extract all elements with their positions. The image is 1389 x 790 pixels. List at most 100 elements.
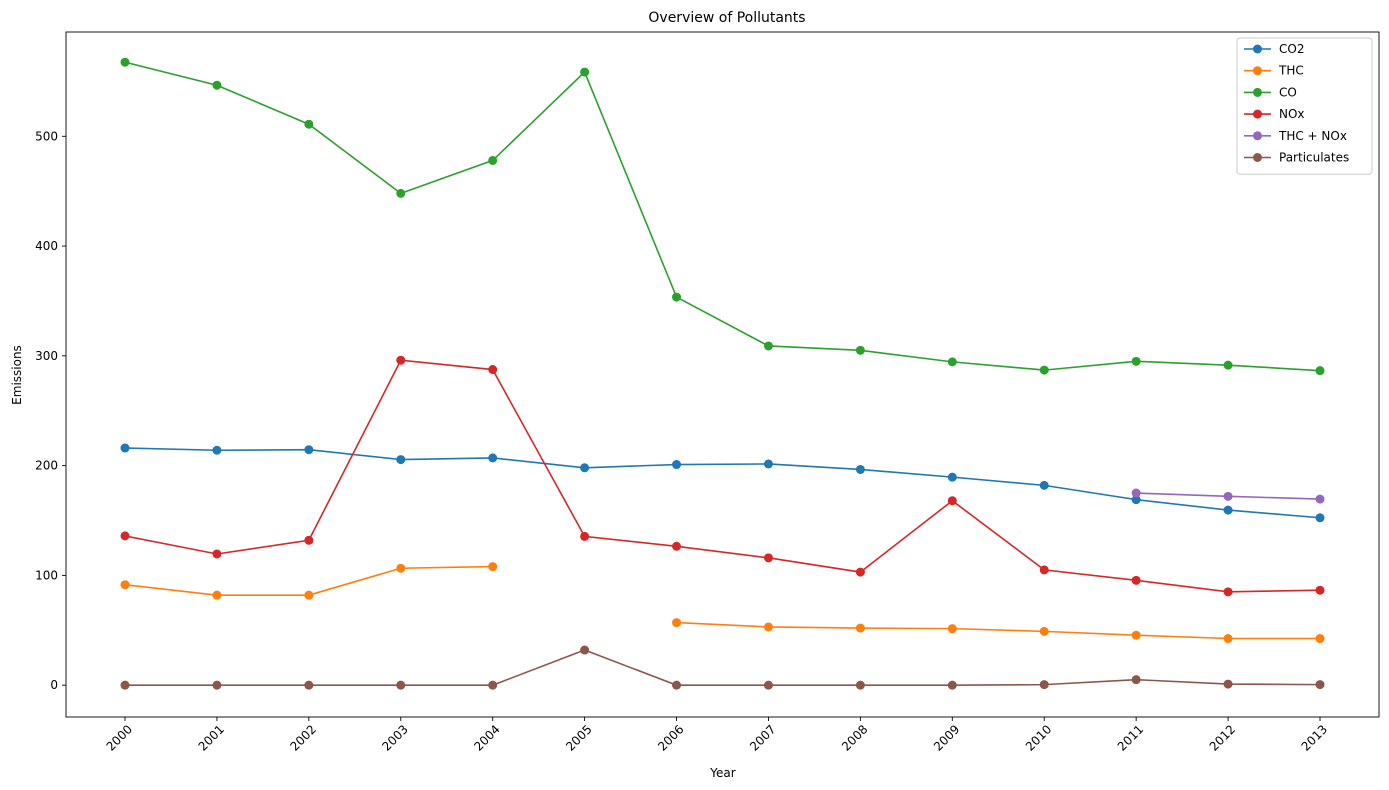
data-point — [672, 292, 682, 302]
series-line — [124, 447, 1321, 519]
data-point — [1039, 565, 1049, 575]
data-point — [763, 553, 773, 563]
data-point — [396, 455, 406, 465]
x-tick-label: 2004 — [471, 722, 502, 753]
data-point — [763, 622, 773, 632]
data-point — [1039, 626, 1049, 636]
x-tick-label: 2009 — [931, 722, 962, 753]
data-point — [304, 535, 314, 545]
data-point — [763, 680, 773, 690]
data-point — [304, 590, 314, 600]
data-point — [212, 680, 222, 690]
data-point — [396, 188, 406, 198]
data-point — [763, 341, 773, 351]
data-point — [120, 580, 130, 590]
data-point — [396, 680, 406, 690]
data-point — [672, 680, 682, 690]
data-point — [488, 562, 498, 572]
legend-swatch-marker — [1253, 87, 1262, 97]
data-point — [1315, 494, 1325, 504]
data-point — [396, 563, 406, 573]
data-point — [947, 357, 957, 367]
x-tick-label: 2001 — [196, 722, 227, 753]
x-tick-label: 2003 — [379, 722, 410, 753]
data-point — [1223, 360, 1233, 370]
y-tick-label: 100 — [35, 568, 58, 582]
legend-box — [1236, 37, 1373, 175]
data-point — [672, 460, 682, 470]
data-point — [1131, 630, 1141, 640]
legend-swatch-marker — [1253, 153, 1262, 162]
x-axis-label: Year — [709, 766, 735, 780]
series-nox — [120, 355, 1325, 597]
data-point — [947, 496, 957, 506]
data-point — [212, 80, 222, 90]
x-axis: 2000 2001 2002 2003 2004 2005 2006 2007 2008 2009… — [104, 717, 1330, 754]
series-thc — [120, 562, 1325, 644]
series-line — [124, 61, 1321, 372]
data-point — [855, 464, 865, 474]
data-point — [1315, 366, 1325, 376]
data-point — [1315, 680, 1325, 690]
plot-frame — [65, 31, 1380, 718]
data-point — [488, 680, 498, 690]
series-line — [125, 649, 1321, 686]
x-tick-label: 2006 — [655, 722, 686, 753]
data-point — [304, 680, 314, 690]
x-tick-label: 2010 — [1023, 722, 1054, 753]
y-tick-label: 500 — [35, 129, 58, 143]
x-tick-label: 2011 — [1115, 722, 1146, 753]
legend-label: Particulates — [1279, 151, 1349, 165]
chart-title: Overview of Pollutants — [648, 10, 805, 26]
data-point — [1315, 585, 1325, 595]
x-tick-label: 2012 — [1207, 722, 1238, 753]
data-point — [1223, 679, 1233, 689]
data-point — [947, 680, 957, 690]
x-tick-label: 2000 — [104, 722, 135, 753]
series-co — [120, 57, 1325, 376]
legend-swatch-marker — [1253, 44, 1262, 54]
data-point — [1039, 365, 1049, 375]
data-point — [1315, 513, 1325, 523]
data-point — [396, 355, 406, 365]
data-point — [1039, 680, 1049, 690]
series-particulates — [120, 645, 1325, 690]
x-tick-label: 2005 — [563, 722, 594, 753]
series-layer — [120, 57, 1325, 690]
legend-label: NOx — [1279, 107, 1305, 121]
series-co2 — [120, 443, 1325, 523]
y-tick-label: 0 — [50, 678, 58, 692]
data-point — [1223, 634, 1233, 644]
legend-label: CO — [1279, 85, 1297, 99]
legend-label: CO2 — [1279, 42, 1304, 56]
data-point — [1315, 634, 1325, 644]
data-point — [672, 618, 682, 628]
data-point — [1039, 480, 1049, 490]
x-tick-label: 2008 — [839, 722, 870, 753]
data-point — [672, 541, 682, 551]
data-point — [120, 531, 130, 541]
data-point — [212, 590, 222, 600]
data-point — [488, 155, 498, 165]
data-point — [580, 463, 590, 473]
data-point — [1223, 505, 1233, 515]
data-point — [212, 549, 222, 559]
data-point — [120, 680, 130, 690]
data-point — [488, 365, 498, 375]
legend-label: THC — [1278, 64, 1304, 78]
data-point — [212, 445, 222, 455]
data-point — [1131, 675, 1141, 685]
data-point — [1131, 495, 1141, 505]
data-point — [304, 119, 314, 129]
data-point — [120, 57, 130, 67]
y-axis: 0 100 200 300 400 500 — [35, 129, 66, 692]
data-point — [947, 624, 957, 634]
data-point — [120, 443, 130, 453]
plot-area — [65, 31, 1380, 718]
data-point — [1131, 575, 1141, 585]
legend: CO2 THC CO NOx THC + NOx Particulates — [1236, 37, 1373, 175]
data-point — [488, 453, 498, 463]
data-point — [763, 459, 773, 469]
series-thc-nox — [1131, 488, 1325, 504]
x-tick-label: 2007 — [747, 722, 778, 753]
